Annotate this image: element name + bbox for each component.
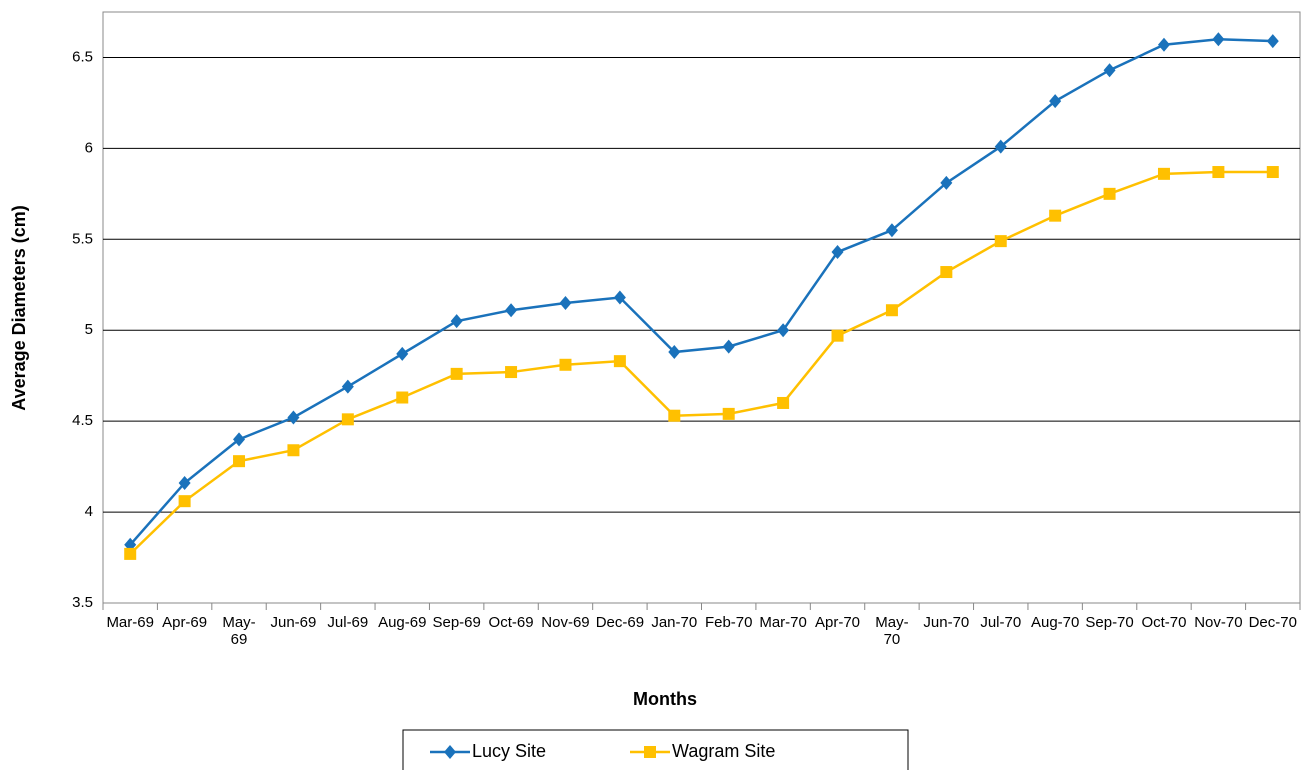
x-tick-label: Nov-69 bbox=[541, 614, 590, 631]
y-axis-label: Average Diameters (cm) bbox=[9, 205, 29, 410]
data-point bbox=[1157, 37, 1170, 52]
y-tick-label: 5.5 bbox=[72, 230, 93, 247]
data-point bbox=[1049, 209, 1062, 222]
data-point bbox=[940, 175, 953, 190]
x-tick-label: Sep-70 bbox=[1085, 614, 1134, 631]
data-point bbox=[1049, 94, 1062, 109]
data-point bbox=[1266, 166, 1279, 179]
data-point bbox=[777, 396, 790, 409]
data-point bbox=[1157, 167, 1170, 180]
data-point bbox=[505, 303, 518, 318]
series-line bbox=[129, 170, 1273, 555]
data-point bbox=[233, 455, 246, 468]
data-point bbox=[940, 266, 953, 279]
x-tick-label: Jul-69 bbox=[327, 614, 369, 631]
data-point bbox=[722, 407, 735, 420]
x-axis-label: Months bbox=[633, 689, 697, 709]
x-tick-label: Mar-70 bbox=[759, 614, 807, 631]
data-point bbox=[1212, 32, 1225, 47]
data-point bbox=[287, 410, 300, 425]
data-point bbox=[994, 139, 1007, 154]
x-tick-label: Apr-70 bbox=[815, 614, 861, 631]
legend-marker bbox=[644, 746, 656, 758]
data-point bbox=[613, 355, 626, 368]
x-tick-label: Dec-70 bbox=[1248, 614, 1297, 631]
legend-label: Wagram Site bbox=[672, 741, 775, 761]
data-point bbox=[777, 323, 790, 338]
plot-area bbox=[102, 11, 1301, 604]
x-tick-label: May-69 bbox=[222, 614, 256, 648]
data-point bbox=[994, 235, 1007, 248]
data-point bbox=[885, 223, 898, 238]
x-tick-label: Oct-69 bbox=[488, 614, 534, 631]
x-tick-label: Jun-70 bbox=[923, 614, 970, 631]
data-point bbox=[1103, 63, 1116, 78]
data-point bbox=[1212, 166, 1225, 179]
legend-marker bbox=[444, 745, 456, 759]
series-line bbox=[129, 38, 1273, 546]
y-tick-label: 6.5 bbox=[72, 48, 93, 65]
data-point bbox=[613, 290, 626, 305]
x-tick-label: Jan-70 bbox=[651, 614, 698, 631]
data-point bbox=[505, 366, 518, 379]
data-point bbox=[668, 409, 681, 422]
data-point bbox=[450, 367, 463, 380]
x-tick-label: Aug-70 bbox=[1030, 614, 1080, 631]
data-point bbox=[233, 432, 246, 447]
data-point bbox=[885, 304, 898, 317]
x-tick-label: May-70 bbox=[875, 614, 909, 648]
y-tick-label: 4.5 bbox=[72, 412, 93, 429]
data-point bbox=[668, 345, 681, 360]
y-tick-label: 6 bbox=[85, 139, 93, 156]
x-tick-label: Oct-70 bbox=[1141, 614, 1187, 631]
y-tick-label: 3.5 bbox=[72, 594, 93, 611]
x-tick-label: Sep-69 bbox=[432, 614, 481, 631]
data-point bbox=[124, 547, 137, 560]
legend-label: Lucy Site bbox=[472, 741, 546, 761]
data-point bbox=[341, 379, 354, 394]
data-point bbox=[396, 391, 409, 404]
data-point bbox=[722, 339, 735, 354]
y-tick-label: 5 bbox=[85, 321, 93, 338]
data-point bbox=[341, 413, 354, 426]
x-tick-label: Apr-69 bbox=[162, 614, 208, 631]
y-tick-label: 4 bbox=[85, 503, 93, 520]
x-tick-label: Feb-70 bbox=[704, 614, 753, 631]
data-point bbox=[831, 329, 844, 342]
data-point bbox=[1103, 187, 1116, 200]
x-tick-label: Mar-69 bbox=[106, 614, 154, 631]
x-tick-label: Jul-70 bbox=[980, 614, 1022, 631]
data-point bbox=[1266, 34, 1279, 49]
data-point bbox=[287, 444, 300, 457]
data-point bbox=[178, 475, 191, 490]
data-point bbox=[396, 346, 409, 361]
data-point bbox=[178, 495, 191, 508]
data-point bbox=[559, 295, 572, 310]
x-tick-label: Dec-69 bbox=[595, 614, 645, 631]
data-point bbox=[559, 358, 572, 371]
x-tick-label: Nov-70 bbox=[1194, 614, 1243, 631]
data-point bbox=[450, 314, 463, 329]
data-point bbox=[831, 245, 844, 260]
x-tick-label: Jun-69 bbox=[270, 614, 317, 631]
x-tick-label: Aug-69 bbox=[378, 614, 427, 631]
